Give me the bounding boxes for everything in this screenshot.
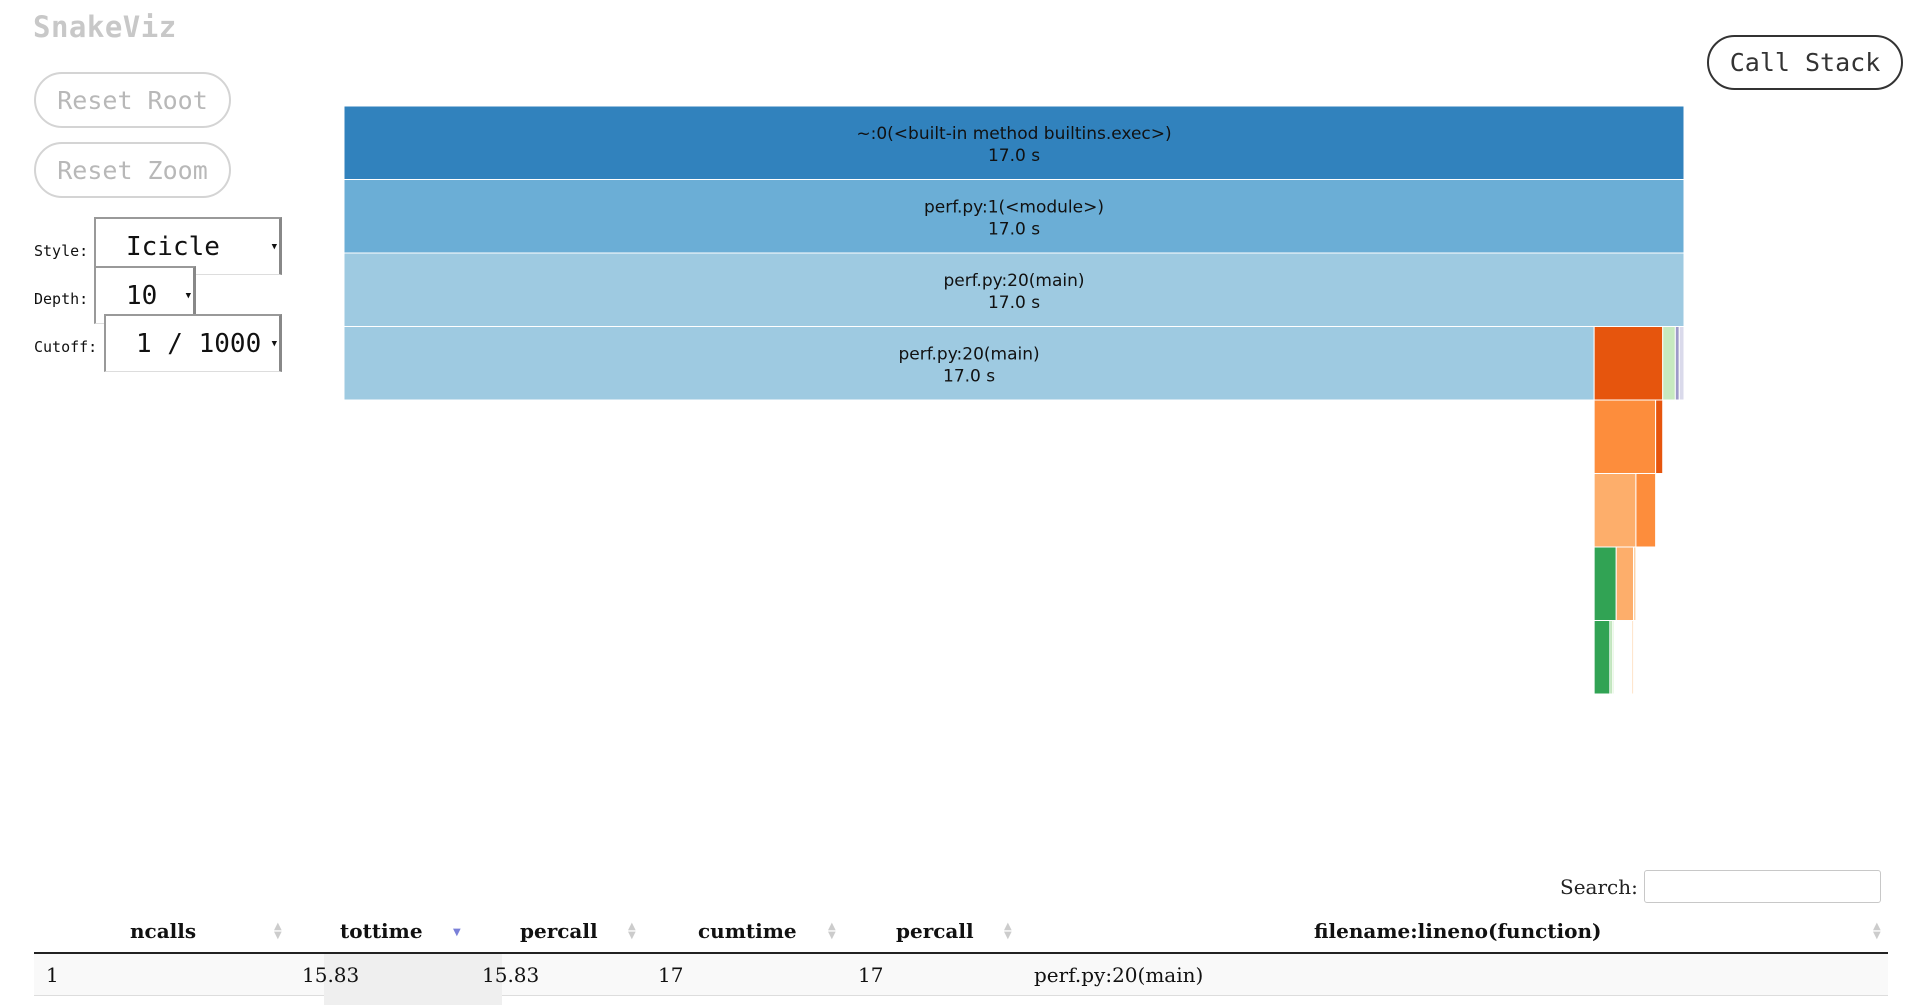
icicle-node[interactable]: [1631, 620, 1635, 695]
style-select-value: Icicle: [126, 231, 220, 262]
column-header-tottime[interactable]: tottime: [340, 919, 423, 943]
column-header-function[interactable]: filename:lineno(function): [1314, 919, 1602, 943]
icicle-node-label: perf.py:1(<module>): [924, 197, 1104, 217]
icicle-node-time: 17.0 s: [988, 146, 1040, 166]
icicle-node-label: ~:0(<built-in method builtins.exec>): [856, 124, 1171, 144]
sort-icon: ▲ ▼: [1873, 921, 1881, 941]
cutoff-label: Cutoff:: [34, 338, 98, 356]
sort-icon: ▲ ▼: [828, 921, 836, 941]
cutoff-select[interactable]: 1 / 1000 ▼: [104, 314, 282, 372]
icicle-node[interactable]: [1593, 473, 1637, 548]
icicle-node[interactable]: [343, 105, 1685, 180]
icicle-node-time: 17.0 s: [943, 366, 995, 386]
icicle-node-label: perf.py:20(main): [943, 271, 1084, 291]
chevron-down-icon: ▼: [271, 241, 277, 252]
column-header-cumtime[interactable]: cumtime: [698, 919, 797, 943]
cell-function: perf.py:20(main): [1034, 962, 1204, 987]
icicle-node[interactable]: [1593, 326, 1664, 401]
reset-zoom-button[interactable]: Reset Zoom: [34, 142, 231, 198]
table-row[interactable]: 1 15.83 15.83 17 17 perf.py:20(main): [34, 954, 1888, 1005]
cell-percall-cumulative: 17: [858, 962, 884, 987]
icicle-node[interactable]: [1662, 326, 1676, 401]
icicle-node-label: perf.py:20(main): [899, 344, 1040, 364]
search-input[interactable]: [1644, 870, 1881, 903]
cell-ncalls: 1: [46, 962, 59, 987]
icicle-node[interactable]: [1635, 473, 1657, 548]
icicle-node-time: 17.0 s: [988, 219, 1040, 239]
icicle-node[interactable]: [1593, 620, 1611, 695]
app-title: SnakeViz: [33, 10, 177, 44]
icicle-node[interactable]: [1611, 620, 1615, 695]
stats-table-header: ncalls ▲ ▼ tottime ▼ percall ▲ ▼ cumtime ▲…: [34, 910, 1888, 952]
depth-label: Depth:: [34, 290, 89, 308]
cell-cumtime: 17: [658, 962, 684, 987]
chevron-down-icon: ▼: [271, 338, 277, 349]
icicle-node[interactable]: [1678, 326, 1685, 401]
chevron-down-icon: ▼: [185, 290, 191, 301]
column-header-percall-cumulative[interactable]: percall: [896, 919, 974, 943]
icicle-node[interactable]: [1655, 399, 1664, 474]
icicle-node[interactable]: [1633, 546, 1637, 621]
search-label: Search:: [1560, 875, 1638, 899]
style-label: Style:: [34, 242, 89, 260]
cell-tottime: 15.83: [302, 962, 360, 987]
depth-select-value: 10: [126, 280, 158, 311]
icicle-node-time: 17.0 s: [988, 293, 1040, 313]
sort-icon: ▲ ▼: [274, 921, 282, 941]
icicle-node[interactable]: [343, 326, 1595, 401]
cutoff-select-value: 1 / 1000: [136, 328, 262, 359]
icicle-chart: ~:0(<built-in method builtins.exec>)17.0…: [343, 105, 1685, 695]
sort-icon: ▲ ▼: [628, 921, 636, 941]
call-stack-button[interactable]: Call Stack: [1707, 35, 1903, 90]
cell-percall: 15.83: [482, 962, 540, 987]
sort-icon: ▲ ▼: [1004, 921, 1012, 941]
table-header-rule: [34, 952, 1888, 954]
icicle-node[interactable]: [1593, 399, 1657, 474]
icicle-node[interactable]: [1674, 326, 1680, 401]
sorted-column-highlight: [324, 954, 502, 1005]
icicle-node[interactable]: [1615, 546, 1635, 621]
icicle-node[interactable]: [343, 252, 1685, 327]
icicle-node[interactable]: [343, 179, 1685, 254]
column-header-percall[interactable]: percall: [520, 919, 598, 943]
icicle-node[interactable]: [1593, 546, 1617, 621]
column-header-ncalls[interactable]: ncalls: [130, 919, 197, 943]
sort-descending-icon: ▼: [453, 927, 461, 938]
reset-root-button[interactable]: Reset Root: [34, 72, 231, 128]
